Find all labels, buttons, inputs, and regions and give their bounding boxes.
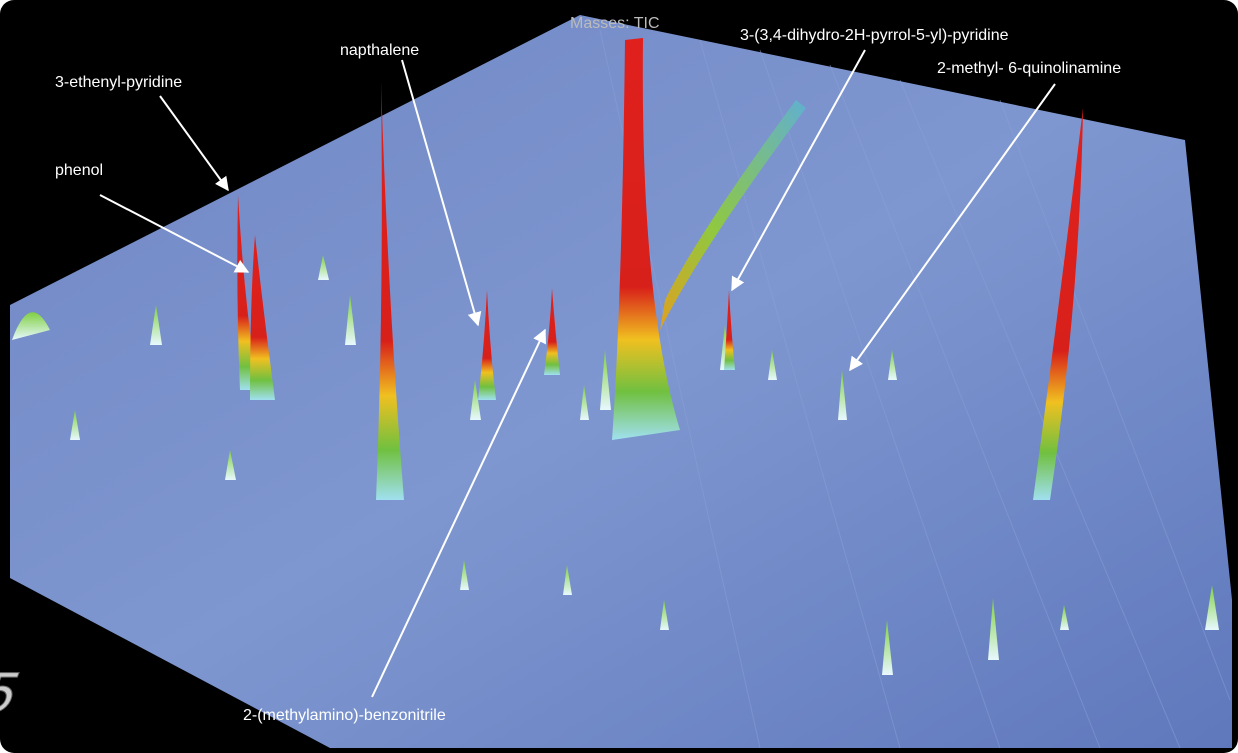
annotation-arrows — [99, 49, 1056, 698]
masses-title: Masses: TIC — [570, 15, 660, 32]
peak-label: phenol — [55, 162, 103, 179]
peak-label: napthalene — [340, 42, 419, 59]
peak-label: 2-methyl- 6-quinolinamine — [937, 60, 1121, 77]
major-peaks — [237, 38, 1083, 500]
peak-label: 3-(3,4-dihydro-2H-pyrrol-5-yl)-pyridine — [740, 27, 1009, 44]
peak-label: 3-ethenyl-pyridine — [55, 74, 182, 91]
peak-label: 2-(methylamino)-benzonitrile — [243, 707, 446, 724]
